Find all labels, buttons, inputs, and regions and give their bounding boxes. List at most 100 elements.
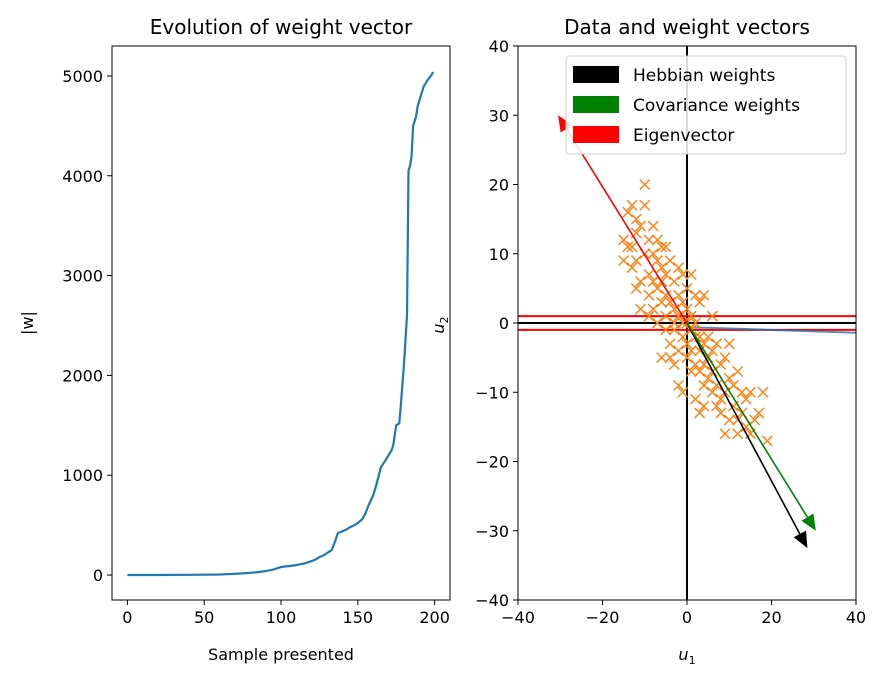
data-point-marker: [681, 352, 693, 364]
data-point-marker: [668, 324, 680, 336]
data-point-marker: [698, 289, 710, 301]
data-point-marker: [643, 310, 655, 322]
hebbian-weights-arrow-shaft: [686, 322, 801, 535]
data-point-marker: [635, 220, 647, 232]
data-point-marker: [719, 352, 731, 364]
right-plot-area: [518, 46, 857, 600]
weight-evolution-chart: Evolution of weight vector 0 50 100 150 200 …: [18, 15, 451, 664]
legend-swatch: [573, 126, 619, 143]
left-x-axis-label: Sample presented: [208, 645, 354, 664]
y-tick-label: 20: [489, 176, 509, 195]
left-y-axis-label: |w|: [18, 311, 37, 335]
data-point-marker: [647, 248, 659, 260]
y-tick-label: 1000: [62, 466, 103, 485]
data-point-marker: [715, 359, 727, 371]
legend-label: Eigenvector: [633, 126, 734, 146]
eigenvector-arrow-head: [558, 115, 573, 133]
data-point-marker: [698, 400, 710, 412]
data-point-marker: [740, 393, 752, 405]
legend-label: Covariance weights: [633, 96, 800, 116]
data-point-marker: [656, 241, 668, 253]
data-point-marker: [643, 289, 655, 301]
data-point-marker: [702, 331, 714, 343]
data-point-marker: [673, 310, 685, 322]
data-point-marker: [719, 428, 731, 440]
legend-swatch: [573, 96, 619, 113]
data-point-marker: [706, 386, 718, 398]
y-tick-label: 3000: [62, 267, 103, 286]
data-point-marker: [732, 365, 744, 377]
data-point-marker: [618, 234, 630, 246]
data-point-marker: [618, 255, 630, 267]
data-point-marker: [689, 317, 701, 329]
data-point-marker: [685, 345, 697, 357]
data-point-marker: [630, 213, 642, 225]
x-tick-label: 0: [122, 608, 132, 627]
x-tick-label: −20: [586, 608, 620, 627]
x-tick-label: −40: [501, 608, 535, 627]
data-point-marker: [677, 269, 689, 281]
data-point-marker: [647, 303, 659, 315]
data-point-marker: [698, 379, 710, 391]
data-weight-vectors-chart: Data and weight vectors −40 −20 0 20 40 −40−…: [429, 15, 866, 667]
left-x-ticks: 0 50 100 150 200: [122, 600, 450, 627]
eigenvector-arrow-shaft: [565, 128, 688, 324]
data-point-marker: [673, 345, 685, 357]
data-point-marker: [715, 407, 727, 419]
y-tick-label: 4000: [62, 167, 103, 186]
data-point-marker: [694, 407, 706, 419]
data-point-marker: [736, 386, 748, 398]
legend-label: Hebbian weights: [633, 66, 775, 86]
data-point-marker: [749, 414, 761, 426]
x-tick-label: 150: [343, 608, 374, 627]
data-point-marker: [681, 303, 693, 315]
data-point-marker: [711, 400, 723, 412]
x-tick-label: 40: [846, 608, 866, 627]
data-point-marker: [715, 393, 727, 405]
data-point-marker: [753, 407, 765, 419]
data-point-marker: [677, 331, 689, 343]
x-tick-label: 0: [682, 608, 692, 627]
data-point-marker: [668, 359, 680, 371]
data-point-marker: [668, 275, 680, 287]
data-point-marker: [635, 275, 647, 287]
data-point-marker: [651, 282, 663, 294]
data-point-marker: [702, 372, 714, 384]
data-point-marker: [660, 324, 672, 336]
data-point-marker: [694, 365, 706, 377]
covariance-weights-arrow-head: [801, 513, 816, 531]
data-point-marker: [639, 179, 651, 190]
data-point-marker: [689, 359, 701, 371]
data-point-marker: [626, 262, 638, 274]
data-point-marker: [664, 296, 676, 308]
data-point-marker: [643, 269, 655, 281]
data-point-marker: [660, 310, 672, 322]
y-tick-label: −40: [475, 591, 509, 610]
data-point-marker: [711, 338, 723, 350]
weight-trajectory-line: [686, 326, 857, 334]
x-tick-label: 200: [419, 608, 450, 627]
y-tick-label: 10: [489, 245, 509, 264]
left-y-ticks: 0 1000 2000 3000 4000 5000: [62, 67, 112, 585]
data-point-marker: [744, 386, 756, 398]
data-point-marker: [711, 379, 723, 391]
y-tick-label: −20: [475, 453, 509, 472]
y-tick-label: 0: [93, 566, 103, 585]
data-point-marker: [647, 220, 659, 232]
data-point-marker: [660, 289, 672, 301]
data-point-marker: [656, 296, 668, 308]
data-point-marker: [626, 241, 638, 253]
data-point-marker: [732, 428, 744, 440]
data-point-marker: [689, 289, 701, 301]
weight-norm-line: [127, 71, 435, 577]
y-tick-label: −10: [475, 383, 509, 402]
data-point-marker: [664, 255, 676, 267]
data-point-marker: [681, 338, 693, 350]
data-point-marker: [668, 303, 680, 315]
data-point-marker: [723, 414, 735, 426]
data-point-marker: [647, 275, 659, 287]
data-point-marker: [639, 199, 651, 211]
x-tick-label: 100: [266, 608, 297, 627]
data-point-marker: [681, 282, 693, 294]
